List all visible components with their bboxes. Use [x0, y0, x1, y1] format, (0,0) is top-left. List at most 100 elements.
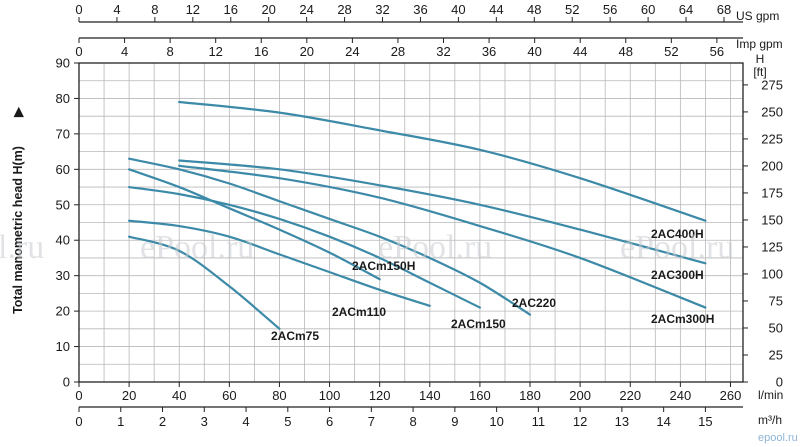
imp-tick-label: 0: [75, 44, 82, 59]
m3h-tick-label: 7: [368, 414, 375, 429]
us-tick-label: 24: [299, 2, 313, 17]
watermark-text: ePool.ru: [378, 229, 492, 266]
m3h-tick-label: 12: [573, 414, 587, 429]
x-tick-label: 120: [369, 388, 391, 403]
us-tick-label: 40: [451, 2, 465, 17]
curve-2acm110: [128, 219, 431, 307]
top-axis-imp-label: Imp gpm: [736, 37, 783, 51]
curve-2ac300h: [178, 159, 707, 265]
y-tick-label: 60: [56, 162, 70, 177]
watermark-text: ePool.ru: [620, 229, 734, 266]
x-tick-label: 80: [272, 388, 286, 403]
us-tick-label: 52: [565, 2, 579, 17]
label-2ac400h: 2AC400H: [651, 227, 704, 241]
y-tick-label: 70: [56, 126, 70, 141]
ft-tick-label: 25: [769, 347, 783, 362]
us-tick-label: 8: [151, 2, 158, 17]
us-tick-label: 56: [603, 2, 617, 17]
imp-tick-label: 24: [345, 44, 359, 59]
right-axis-h-label: H: [756, 52, 765, 66]
y-tick-label: 40: [56, 233, 70, 248]
x-tick-label: 40: [172, 388, 186, 403]
x-tick-label: 200: [569, 388, 591, 403]
plot-frame: [78, 62, 744, 383]
m3h-tick-label: 15: [698, 414, 712, 429]
ft-tick-label: 225: [761, 131, 783, 146]
m3h-tick-label: 1: [117, 414, 124, 429]
ft-tick-label: 175: [761, 185, 783, 200]
m3h-tick-label: 0: [75, 414, 82, 429]
imp-tick-label: 20: [300, 44, 314, 59]
watermarks: l.ru ePool.ru ePool.ru ePool.ru epool.ru: [0, 229, 798, 444]
us-tick-label: 4: [113, 2, 120, 17]
x-axis-m3h-label: m³/h: [758, 413, 782, 427]
imp-tick-label: 36: [482, 44, 496, 59]
ft-tick-label: 200: [761, 158, 783, 173]
m3h-tick-label: 4: [242, 414, 249, 429]
ft-tick-label: 150: [761, 212, 783, 227]
us-tick-label: 12: [186, 2, 200, 17]
us-tick-label: 32: [375, 2, 389, 17]
us-tick-label: 0: [75, 2, 82, 17]
imp-tick-label: 44: [573, 44, 587, 59]
imp-tick-label: 48: [619, 44, 633, 59]
imp-tick-label: 8: [167, 44, 174, 59]
curve-2acm150h: [128, 168, 381, 281]
x-tick-label: 220: [619, 388, 641, 403]
label-2acm75: 2ACm75: [271, 329, 319, 343]
imp-tick-label: 32: [436, 44, 450, 59]
imp-tick-label: 12: [208, 44, 222, 59]
curve-2ac400h: [178, 100, 707, 222]
m3h-tick-label: 2: [159, 414, 166, 429]
x-tick-label: 0: [75, 388, 82, 403]
us-tick-label: 20: [261, 2, 275, 17]
m3h-tick-label: 5: [284, 414, 291, 429]
x-tick-label: 140: [419, 388, 441, 403]
ft-tick-label: 0: [776, 375, 783, 390]
m3h-tick-label: 8: [409, 414, 416, 429]
y-tick-label: 80: [56, 91, 70, 106]
imp-tick-label: 4: [121, 44, 128, 59]
y-tick-label: 20: [56, 304, 70, 319]
right-axis-ft-label: [ft]: [753, 65, 766, 79]
ft-tick-label: 100: [761, 266, 783, 281]
imp-tick-label: 56: [710, 44, 724, 59]
watermark-text: ePool.ru: [140, 229, 254, 266]
us-tick-label: 68: [717, 2, 731, 17]
x-tick-label: 100: [319, 388, 341, 403]
y-tick-label: 90: [56, 56, 70, 71]
m3h-tick-label: 14: [656, 414, 670, 429]
m3h-tick-label: 10: [489, 414, 503, 429]
label-2acm150h: 2ACm150H: [352, 259, 415, 273]
curves: [128, 100, 707, 330]
x-tick-label: 260: [720, 388, 742, 403]
m3h-tick-label: 11: [532, 414, 546, 429]
x-axis-lmin-label: l/min: [758, 388, 783, 402]
m3h-tick-label: 9: [451, 414, 458, 429]
us-tick-label: 28: [337, 2, 351, 17]
m3h-tick-label: 13: [615, 414, 629, 429]
imp-tick-label: 28: [391, 44, 405, 59]
label-2acm110: 2ACm110: [332, 305, 386, 319]
m3h-tick-label: 6: [326, 414, 333, 429]
x-tick-label: 160: [469, 388, 491, 403]
series-labels: 2ACm75 2ACm110 2ACm150H 2ACm150 2AC220 2ACm30…: [271, 227, 714, 343]
x-tick-label: 20: [122, 388, 136, 403]
imp-tick-label: 16: [254, 44, 268, 59]
us-tick-label: 16: [224, 2, 238, 17]
m3h-tick-label: 3: [201, 414, 208, 429]
y-tick-label: 30: [56, 268, 70, 283]
watermark-text: epool.ru: [758, 432, 798, 444]
y-axis-arrow-icon: ▶: [11, 106, 25, 118]
label-2ac300h: 2AC300H: [651, 268, 704, 282]
label-2acm300h: 2ACm300H: [651, 312, 714, 326]
ft-tick-label: 275: [761, 77, 783, 92]
x-tick-label: 60: [222, 388, 236, 403]
us-tick-label: 44: [489, 2, 503, 17]
y-axis-label: Total manometric head H(m): [11, 146, 25, 314]
us-tick-label: 60: [641, 2, 655, 17]
top-axis-us-label: US gpm: [736, 9, 779, 23]
watermark-text: l.ru: [0, 229, 44, 266]
